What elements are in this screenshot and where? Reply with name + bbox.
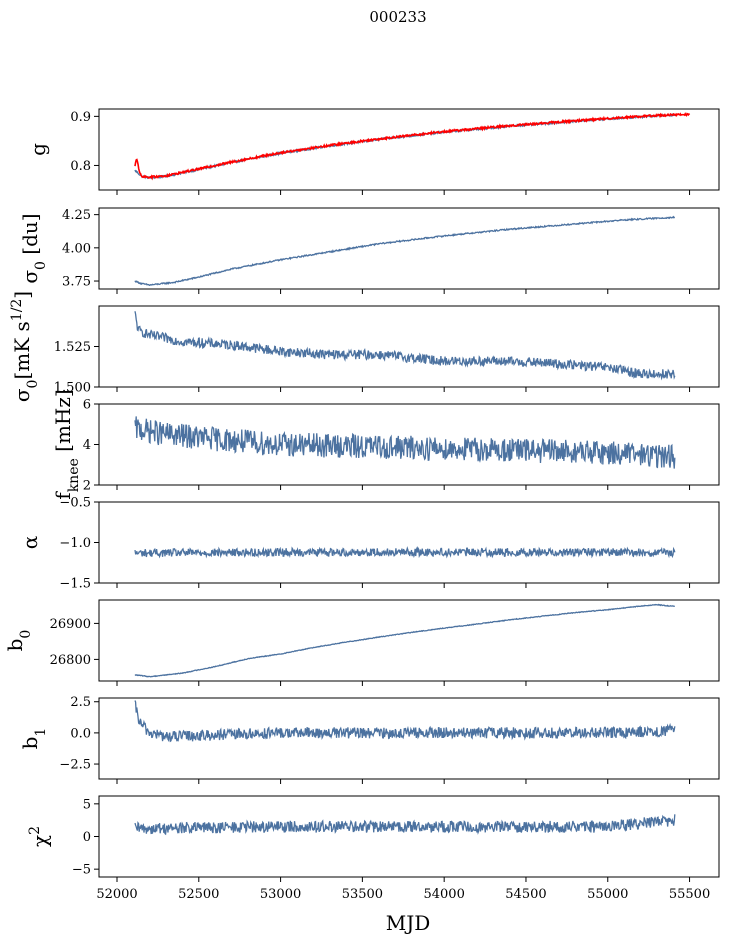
y-tick-label: 2 bbox=[83, 479, 91, 494]
x-tick-label: 54000 bbox=[423, 887, 464, 902]
axes-frame bbox=[98, 501, 720, 584]
panel-2: 3.75 4.00 4.25 σ0 [du] bbox=[18, 207, 720, 294]
series-line bbox=[134, 700, 676, 743]
panel-5: −1.5 −1.0 −0.5 α bbox=[18, 496, 720, 592]
y-axis-label: χ2 bbox=[27, 826, 52, 847]
y-tick-label: 26900 bbox=[50, 617, 91, 632]
x-tick-label: 53500 bbox=[342, 887, 383, 902]
y-tick-label: 1.500 bbox=[54, 381, 91, 396]
y-tick-label: −0.5 bbox=[59, 496, 91, 511]
x-tick-label: 55000 bbox=[587, 887, 628, 902]
axes-frame bbox=[98, 305, 720, 388]
y-axis-label: α bbox=[18, 536, 42, 550]
axes-frame bbox=[98, 795, 720, 878]
y-axis-label: g bbox=[26, 143, 50, 156]
panel-1: 0.8 0.9 g bbox=[26, 108, 720, 195]
axes-frame bbox=[98, 697, 720, 780]
panel-7: −2.5 0.0 2.5 b1 bbox=[18, 695, 720, 784]
y-tick-label: 1.525 bbox=[54, 340, 91, 355]
x-axis: 52000 52500 53000 53500 54000 54500 55000 55500 bbox=[96, 887, 710, 902]
axes-frame bbox=[98, 207, 720, 290]
axes-frame bbox=[98, 108, 720, 191]
panel-3: 1.500 1.525 σ0[mK s1/2] bbox=[9, 291, 720, 402]
panel-6: 26800 26900 b0 bbox=[3, 599, 720, 686]
figure-title: 000233 bbox=[369, 8, 426, 26]
x-tick-label: 55500 bbox=[669, 887, 710, 902]
y-tick-label: 3.75 bbox=[62, 275, 91, 290]
series-line bbox=[134, 814, 676, 836]
y-tick-label: −2.5 bbox=[59, 758, 91, 773]
x-tick-label: 54500 bbox=[505, 887, 546, 902]
y-tick-label: 26800 bbox=[50, 653, 91, 668]
axes-frame bbox=[98, 599, 720, 682]
y-tick-label: 6 bbox=[83, 398, 91, 413]
series-line bbox=[134, 545, 676, 559]
series-line bbox=[134, 311, 676, 381]
y-axis-label: fknee [mHz] bbox=[51, 389, 82, 499]
x-axis-label: MJD bbox=[386, 911, 431, 935]
y-axis-label: σ0 [du] bbox=[18, 213, 49, 283]
y-tick-label: 4.00 bbox=[62, 241, 91, 256]
panel-8: −5 0 5 χ2 bbox=[27, 795, 720, 882]
y-tick-label: −1.0 bbox=[59, 536, 91, 551]
y-tick-label: −1.5 bbox=[59, 577, 91, 592]
y-tick-label: 0 bbox=[83, 830, 91, 845]
y-axis-label: σ0[mK s1/2] bbox=[9, 291, 41, 402]
y-tick-label: 4 bbox=[83, 438, 91, 453]
y-tick-label: 5 bbox=[83, 797, 91, 812]
y-tick-label: 0.9 bbox=[70, 110, 91, 125]
series-line bbox=[134, 215, 675, 286]
x-tick-label: 53000 bbox=[260, 887, 301, 902]
panels: 0.8 0.9 g 3.75 4.00 4.25 σ0 [du] 1.500 1.525 σ0[m… bbox=[3, 108, 720, 882]
y-tick-label: −5 bbox=[72, 863, 91, 878]
series-line bbox=[134, 112, 676, 180]
y-tick-label: 4.25 bbox=[62, 208, 91, 223]
y-tick-label: 0.0 bbox=[70, 726, 91, 741]
series-line-overlay bbox=[134, 112, 691, 181]
y-axis-label: b0 bbox=[3, 630, 34, 652]
y-tick-label: 2.5 bbox=[70, 695, 91, 710]
x-tick-label: 52000 bbox=[96, 887, 137, 902]
y-tick-label: 0.8 bbox=[70, 159, 91, 174]
series-line bbox=[134, 603, 675, 678]
x-tick-label: 52500 bbox=[178, 887, 219, 902]
y-axis-label: b1 bbox=[18, 728, 49, 750]
series-line bbox=[134, 416, 676, 469]
